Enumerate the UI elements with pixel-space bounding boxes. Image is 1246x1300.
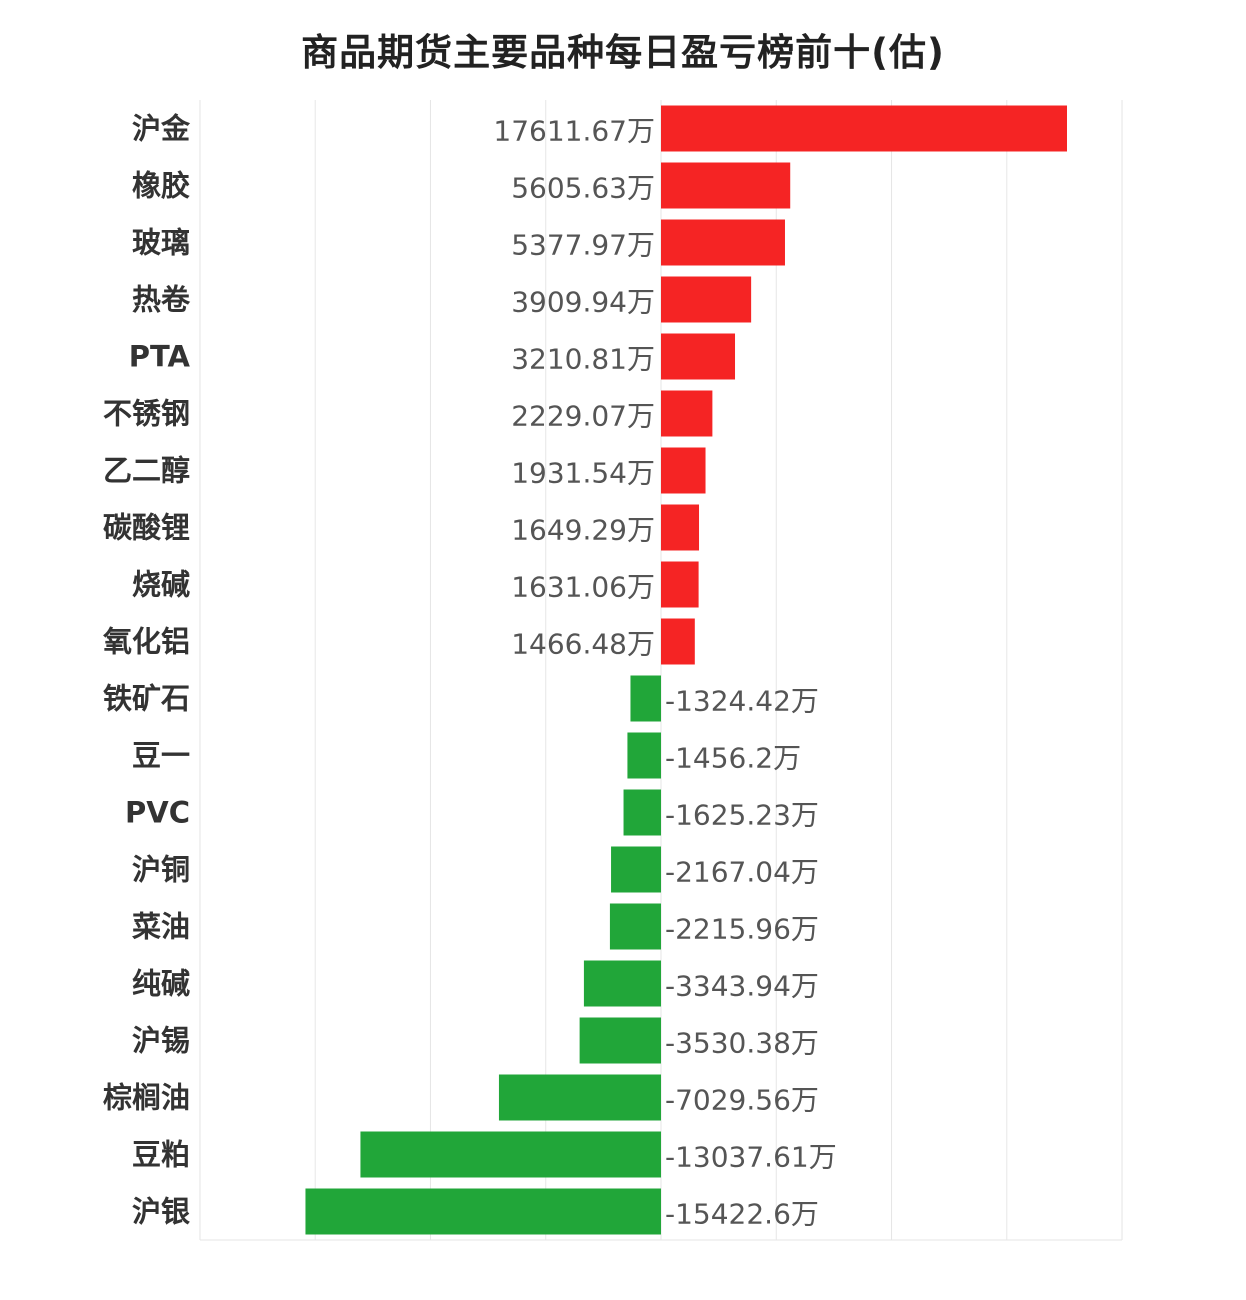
bar [661, 219, 785, 266]
bar [661, 618, 695, 665]
category-label: PVC [125, 796, 190, 830]
category-label: 沪金 [132, 112, 191, 146]
bar [630, 675, 661, 722]
bar [583, 960, 661, 1007]
value-labels: 17611.67万 5605.63万 5377.97万 3909.94万 3210.81… [493, 115, 836, 1231]
chart-title: 商品期货主要品种每日盈亏榜前十(估) [301, 31, 945, 74]
bar [627, 732, 661, 779]
bar [360, 1131, 661, 1178]
data-label: 3210.81万 [511, 343, 655, 376]
category-label: 菜油 [132, 910, 190, 944]
category-label: 乙二醇 [103, 454, 190, 488]
data-label: -7029.56万 [665, 1084, 819, 1117]
data-label: 1649.29万 [511, 514, 655, 547]
data-label: 17611.67万 [493, 115, 655, 148]
category-label: 沪铜 [132, 853, 190, 887]
bar [661, 162, 791, 209]
bar [623, 789, 661, 836]
category-label: 橡胶 [132, 169, 190, 203]
data-label: -1625.23万 [665, 799, 819, 832]
data-label: -2215.96万 [665, 913, 819, 946]
category-label: 不锈钢 [103, 397, 190, 431]
category-label: 棕榈油 [103, 1081, 190, 1115]
bar [661, 276, 752, 323]
data-label: 1631.06万 [511, 571, 655, 604]
data-label: 1466.48万 [511, 628, 655, 661]
category-label: 沪锡 [132, 1024, 190, 1058]
bar [661, 390, 713, 437]
data-label: 2229.07万 [511, 400, 655, 433]
data-label: -1324.42万 [665, 685, 819, 718]
bar [498, 1074, 661, 1121]
category-label: 热卷 [132, 283, 191, 317]
data-label: 3909.94万 [511, 286, 655, 319]
category-label: 烧碱 [132, 568, 190, 602]
bars-group [305, 105, 1067, 1235]
data-label: -3343.94万 [665, 970, 819, 1003]
bar [611, 846, 661, 893]
bar [661, 561, 699, 608]
category-label: 氧化铝 [102, 625, 190, 659]
bar [305, 1188, 661, 1235]
grid-lines [199, 100, 1123, 1241]
data-label: -3530.38万 [665, 1027, 819, 1060]
data-label: -13037.61万 [665, 1141, 837, 1174]
category-label: 豆粕 [132, 1138, 190, 1172]
bar [661, 504, 700, 551]
bar [609, 903, 661, 950]
category-label: 纯碱 [132, 967, 190, 1001]
category-label: PTA [129, 340, 191, 374]
bar [661, 447, 706, 494]
data-label: -15422.6万 [665, 1198, 819, 1231]
category-label: 铁矿石 [103, 682, 190, 716]
category-label: 豆一 [132, 739, 190, 773]
data-label: 1931.54万 [511, 457, 655, 490]
bar [579, 1017, 661, 1064]
data-label: -2167.04万 [665, 856, 819, 889]
category-label: 玻璃 [132, 226, 190, 260]
category-label: 沪银 [132, 1195, 190, 1229]
data-label: -1456.2万 [665, 742, 801, 775]
bar [661, 105, 1067, 152]
bar [661, 333, 736, 380]
data-label: 5377.97万 [511, 229, 655, 262]
category-label: 碳酸锂 [103, 511, 190, 545]
data-label: 5605.63万 [511, 172, 655, 205]
